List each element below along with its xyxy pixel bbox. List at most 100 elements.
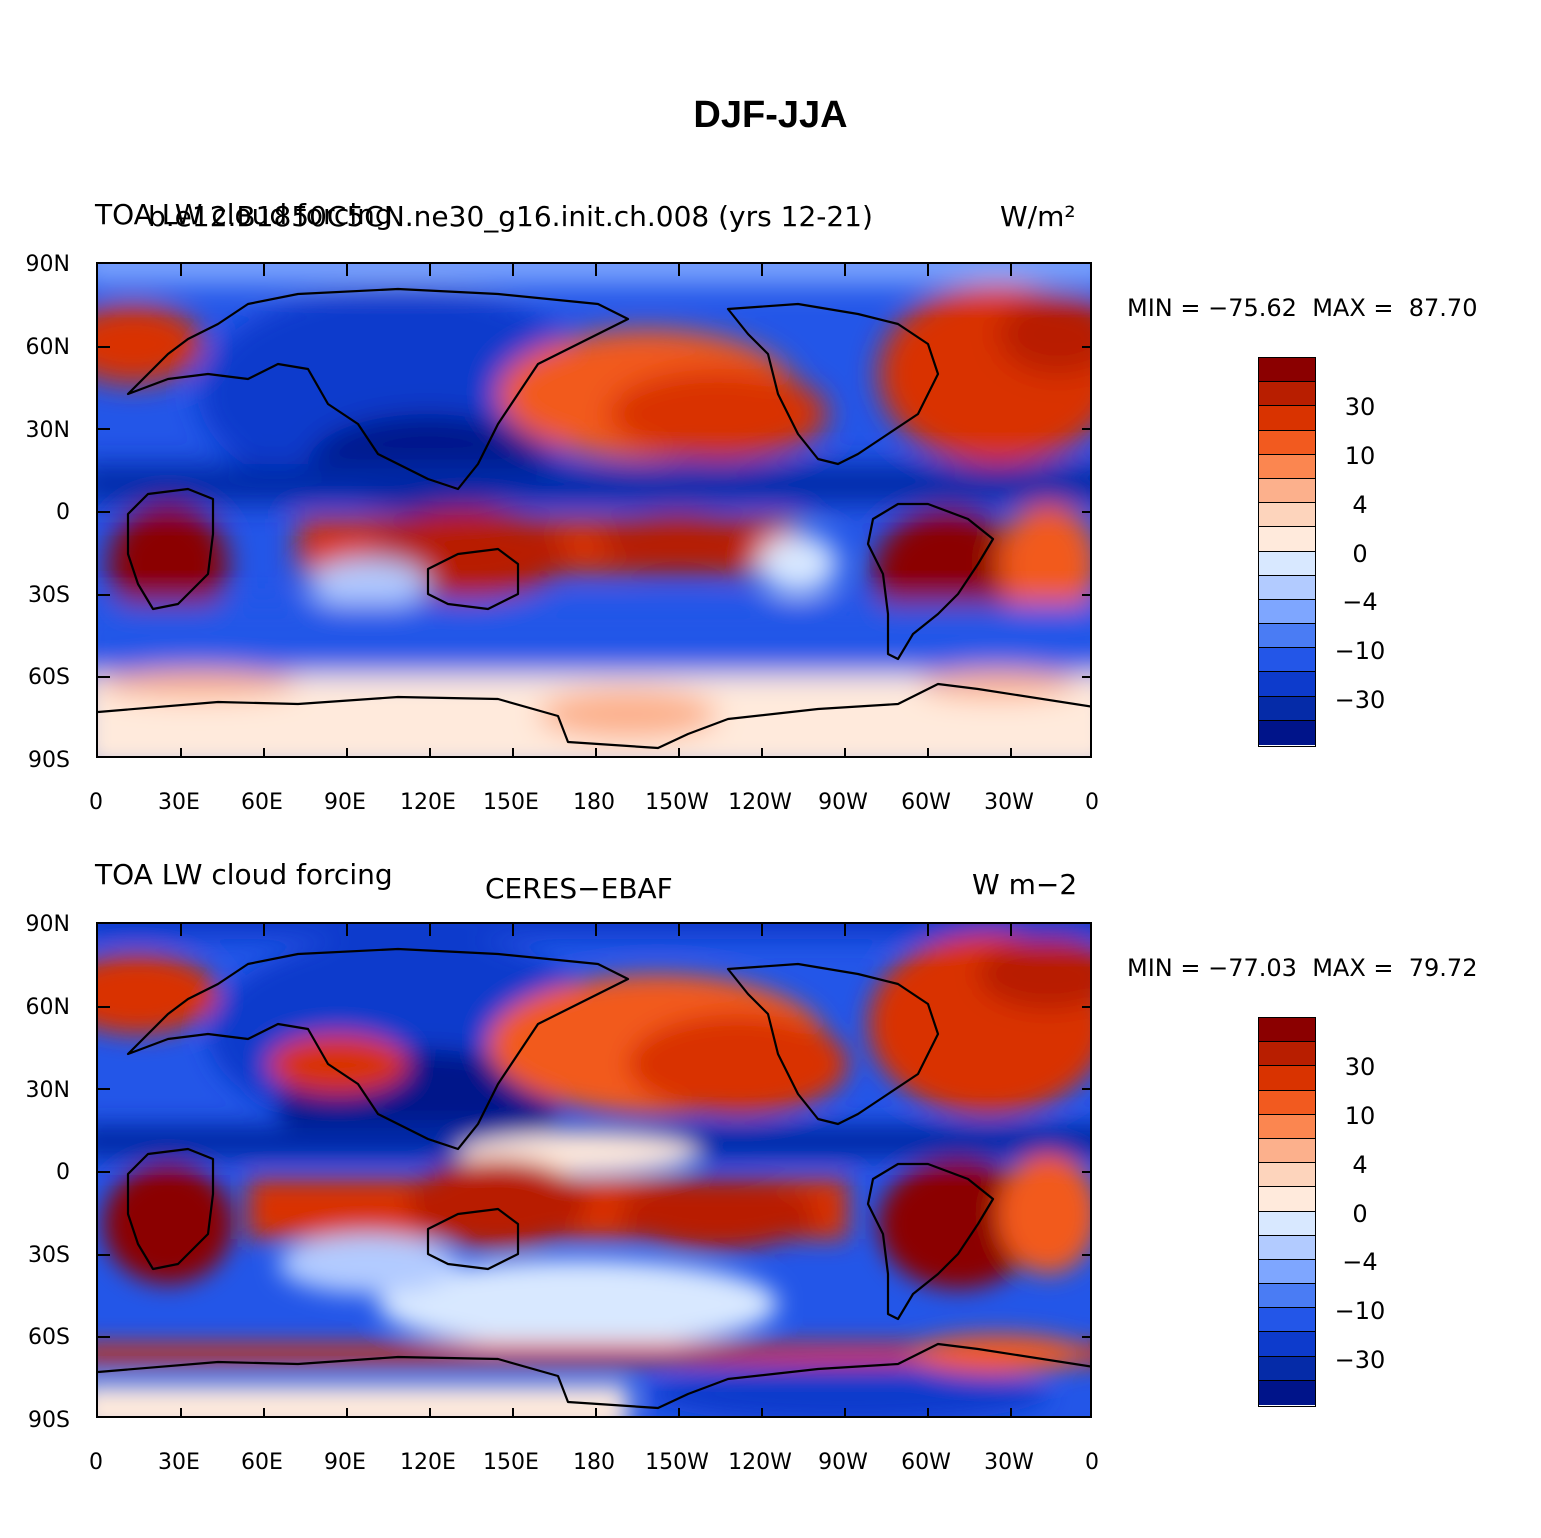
lon-label: 30W: [984, 790, 1034, 815]
colorbar-swatch: [1259, 1284, 1315, 1309]
colorbar-swatch: [1259, 1308, 1315, 1333]
colorbar-swatch: [1259, 1138, 1315, 1164]
lon-label: 90W: [818, 790, 868, 815]
colorbar-swatch: [1259, 599, 1315, 625]
lon-label: 180: [573, 1450, 615, 1475]
panel-left-label: TOA LW cloud forcing: [95, 198, 393, 231]
lat-label: 30N: [25, 1078, 70, 1103]
colorbar-label: 10: [1344, 442, 1376, 470]
lat-label: 0: [56, 500, 70, 525]
colorbar-swatch: [1259, 1042, 1315, 1067]
lon-label: 120W: [728, 790, 792, 815]
colorbar-swatch: [1259, 1259, 1315, 1285]
max-value: MAX = 79.72: [1312, 954, 1478, 982]
colorbar-swatch: [1259, 720, 1315, 745]
min-value: MIN = −75.62: [1127, 294, 1297, 322]
colorbar-swatch: [1259, 1235, 1315, 1260]
colorbar-swatch: [1259, 382, 1315, 407]
colorbar-swatch: [1259, 551, 1315, 576]
colorbar-swatch: [1259, 1380, 1315, 1405]
colorbar-label: −4: [1342, 588, 1378, 616]
lon-label: 150E: [483, 790, 539, 815]
lon-label: 60E: [241, 1450, 283, 1475]
colorbar-label: 0: [1352, 540, 1368, 568]
panel-center-label: CERES−EBAF: [485, 872, 673, 905]
colorbar-swatch: [1259, 648, 1315, 673]
lat-label: 0: [56, 1160, 70, 1185]
colorbar-swatch: [1259, 1114, 1315, 1139]
lon-label: 120E: [400, 1450, 456, 1475]
min-value: MIN = −77.03: [1127, 954, 1297, 982]
lon-label: 30E: [158, 790, 200, 815]
lat-label: 60S: [28, 665, 70, 690]
map-field: [98, 264, 1090, 756]
global-map: [96, 922, 1092, 1418]
colorbar-swatch: [1259, 1332, 1315, 1357]
model-panel: TOA LW cloud forcing b.e12.B1850C5CN.ne3…: [0, 190, 1541, 850]
observation-panel: TOA LW cloud forcing CERES−EBAF W m−2 MI…: [0, 850, 1541, 1510]
colorbar-label: 30: [1344, 1053, 1376, 1081]
colorbar-swatch: [1259, 1187, 1315, 1212]
global-map: [96, 262, 1092, 758]
lon-label: 180: [573, 790, 615, 815]
lat-label: 90S: [28, 748, 70, 773]
colorbar-swatch: [1259, 1066, 1315, 1091]
lon-label: 120E: [400, 790, 456, 815]
lon-label: 60W: [901, 790, 951, 815]
lon-label: 120W: [728, 1450, 792, 1475]
colorbar-swatch: [1259, 1356, 1315, 1381]
colorbar-label: 0: [1352, 1200, 1368, 1228]
colorbar-label: −4: [1342, 1248, 1378, 1276]
colorbar-swatch: [1259, 503, 1315, 528]
colorbar-swatch: [1259, 454, 1315, 479]
panel-units-label: W/m²: [1000, 200, 1076, 233]
min-max-readout: MIN = −77.03 MAX = 79.72: [1127, 954, 1477, 982]
colorbar-label: 10: [1344, 1102, 1376, 1130]
colorbar-swatch: [1259, 1211, 1315, 1236]
colorbar-swatch: [1259, 1163, 1315, 1188]
colorbar-swatch: [1259, 358, 1315, 383]
map-field: [98, 924, 1090, 1416]
colorbar-swatch: [1259, 696, 1315, 721]
lat-label: 30S: [28, 583, 70, 608]
colorbar-label: 4: [1352, 1151, 1368, 1179]
lon-label: 0: [89, 790, 103, 815]
lon-label: 30E: [158, 1450, 200, 1475]
lon-label: 90W: [818, 1450, 868, 1475]
colorbar-swatch: [1259, 1090, 1315, 1115]
colorbar-label: −10: [1334, 1297, 1386, 1325]
colorbar-swatch: [1259, 575, 1315, 600]
colorbar-swatch: [1259, 1018, 1315, 1043]
colorbar-swatch: [1259, 406, 1315, 431]
max-value: MAX = 87.70: [1312, 294, 1478, 322]
colorbar-swatch: [1259, 527, 1315, 552]
lat-label: 90N: [25, 252, 70, 277]
colorbar-label: −30: [1334, 686, 1386, 714]
colorbar-swatch: [1259, 624, 1315, 649]
figure-title: DJF-JJA: [693, 94, 848, 136]
colorbar-label: −10: [1334, 637, 1386, 665]
lon-label: 90E: [324, 790, 366, 815]
lon-label: 150W: [645, 1450, 709, 1475]
colorbar-swatch: [1259, 430, 1315, 455]
colorbar-swatch: [1259, 478, 1315, 504]
panel-units-label: W m−2: [972, 868, 1078, 901]
lon-label: 60E: [241, 790, 283, 815]
lon-label: 150E: [483, 1450, 539, 1475]
lon-label: 60W: [901, 1450, 951, 1475]
colorbar-label: 30: [1344, 393, 1376, 421]
lat-label: 60N: [25, 995, 70, 1020]
lon-label: 90E: [324, 1450, 366, 1475]
lon-label: 30W: [984, 1450, 1034, 1475]
colorbar-label: 4: [1352, 491, 1368, 519]
min-max-readout: MIN = −75.62 MAX = 87.70: [1127, 294, 1477, 322]
colorbar: [1258, 357, 1316, 747]
lat-label: 90S: [28, 1408, 70, 1433]
colorbar-label: −30: [1334, 1346, 1386, 1374]
colorbar-swatch: [1259, 672, 1315, 697]
lat-label: 30N: [25, 418, 70, 443]
panel-center-label: b.e12.B1850C5CN.ne30_g16.init.ch.008 (yr…: [148, 200, 873, 233]
lon-label: 0: [1085, 790, 1099, 815]
lon-label: 0: [89, 1450, 103, 1475]
lat-label: 60N: [25, 335, 70, 360]
